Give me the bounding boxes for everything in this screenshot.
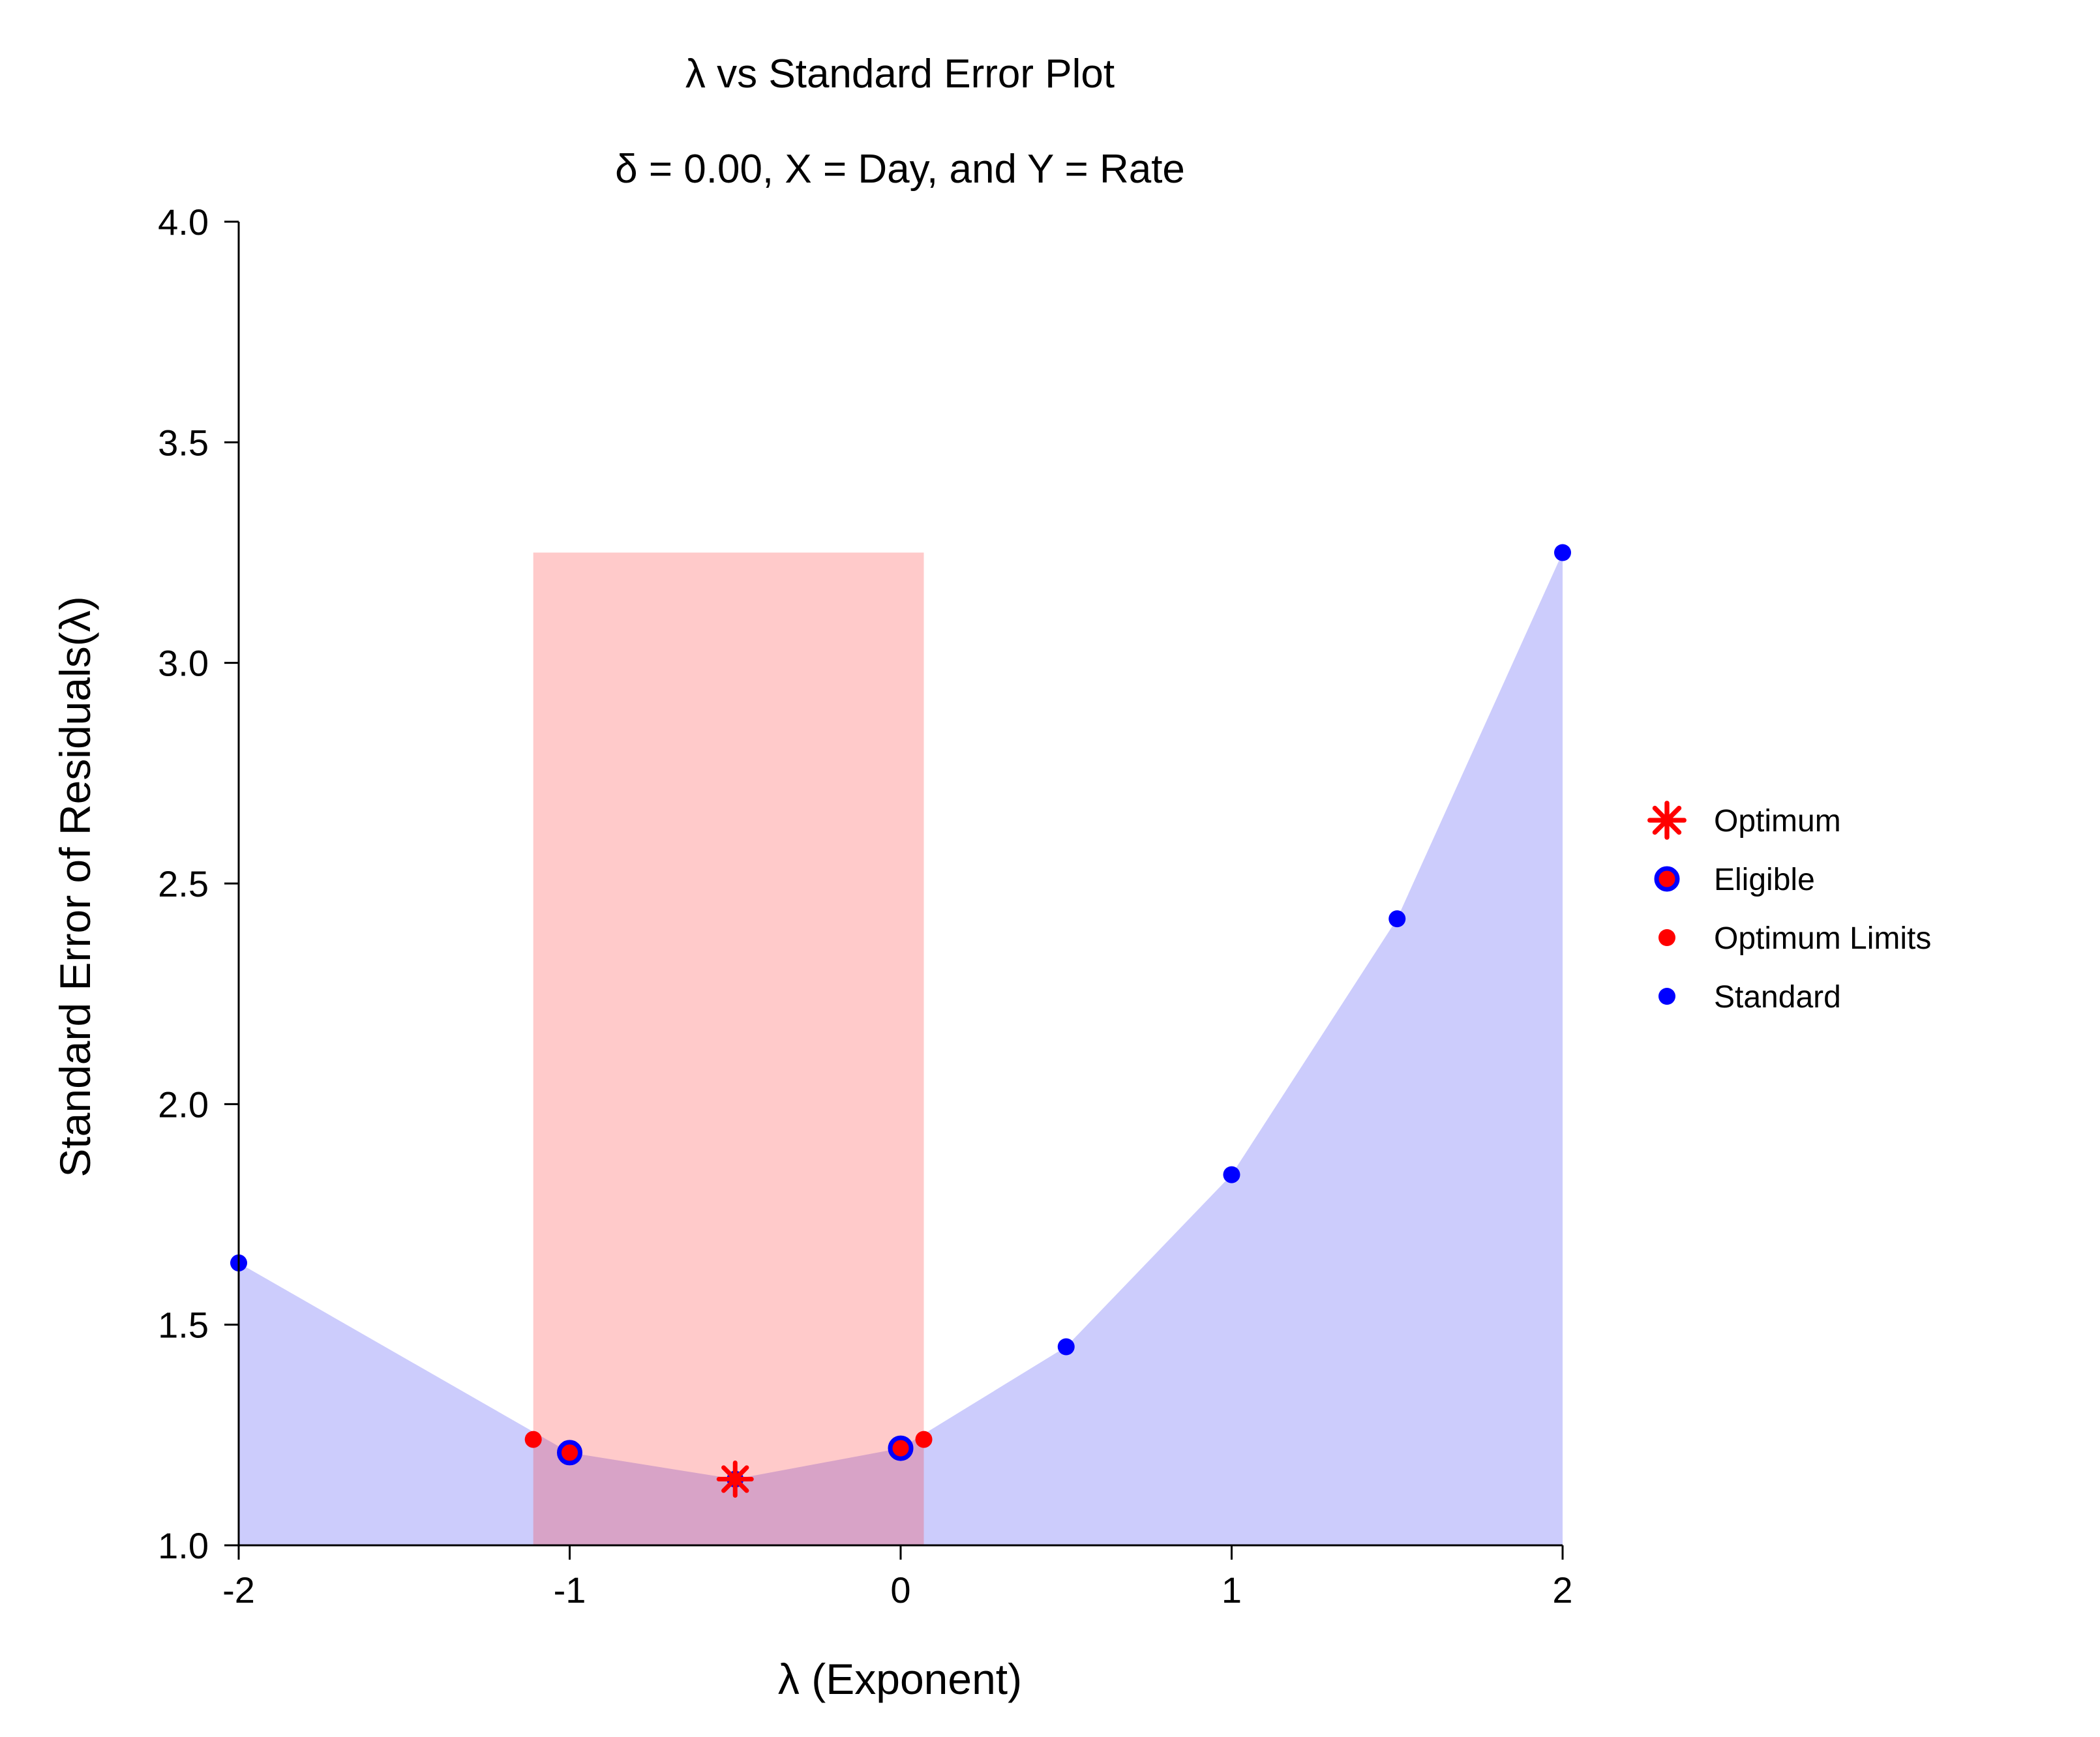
eligible-point [888,1435,914,1461]
standard-point [1057,1338,1075,1356]
eligible-point [557,1440,582,1466]
x-tick-label: -1 [554,1569,586,1611]
y-tick-label: 2.0 [158,1084,209,1125]
plot-area [230,544,1571,1545]
y-tick-label: 1.0 [158,1525,209,1566]
axes: -2 -1 0 1 2 1.0 1.5 2.0 2.5 3.0 3.5 4.0 [158,201,1572,1611]
y-tick-label: 1.5 [158,1305,209,1346]
legend-label-eligible: Eligible [1714,863,1815,897]
legend-marker-standard [1658,988,1675,1005]
standard-error-area [239,552,1563,1545]
x-tick-label: 2 [1552,1569,1572,1611]
legend-marker-optimum [1647,801,1687,840]
optimum-point [716,1461,754,1498]
x-axis-label: λ (Exponent) [778,1655,1022,1703]
optimum-limits-band [533,552,924,1545]
x-tick-label: -2 [222,1569,255,1611]
standard-point [1554,544,1571,561]
chart-title: λ vs Standard Error Plot [685,52,1115,96]
legend-marker-eligible [1654,866,1680,892]
x-tick-label: 0 [890,1569,910,1611]
legend: Optimum Eligible Optimum Limits Standard [1647,801,1931,1015]
standard-point [1388,910,1406,928]
y-axis-label: Standard Error of Residuals(λ) [51,596,99,1177]
x-tick-label: 1 [1222,1569,1242,1611]
optimum-limits-point [524,1431,542,1448]
y-tick-label: 2.5 [158,863,209,904]
legend-label-standard: Standard [1714,980,1841,1015]
y-tick-label: 3.0 [158,643,209,684]
legend-label-optimum-limits: Optimum Limits [1714,921,1931,956]
y-tick-label: 3.5 [158,422,209,463]
x-axis-ticks: -2 -1 0 1 2 [222,1545,1573,1611]
legend-label-optimum: Optimum [1714,804,1841,839]
legend-marker-optimum-limits [1658,929,1675,946]
standard-point [1223,1166,1240,1183]
optimum-limits-point [915,1431,933,1448]
y-axis-ticks: 1.0 1.5 2.0 2.5 3.0 3.5 4.0 [158,201,239,1566]
data-marks [230,544,1571,1498]
optimum-asterisk-stroke [721,1465,749,1493]
chart-subtitle: δ = 0.00, X = Day, and Y = Rate [615,147,1185,192]
y-tick-label: 4.0 [158,201,209,243]
optimum-asterisk-stroke [1652,805,1682,835]
